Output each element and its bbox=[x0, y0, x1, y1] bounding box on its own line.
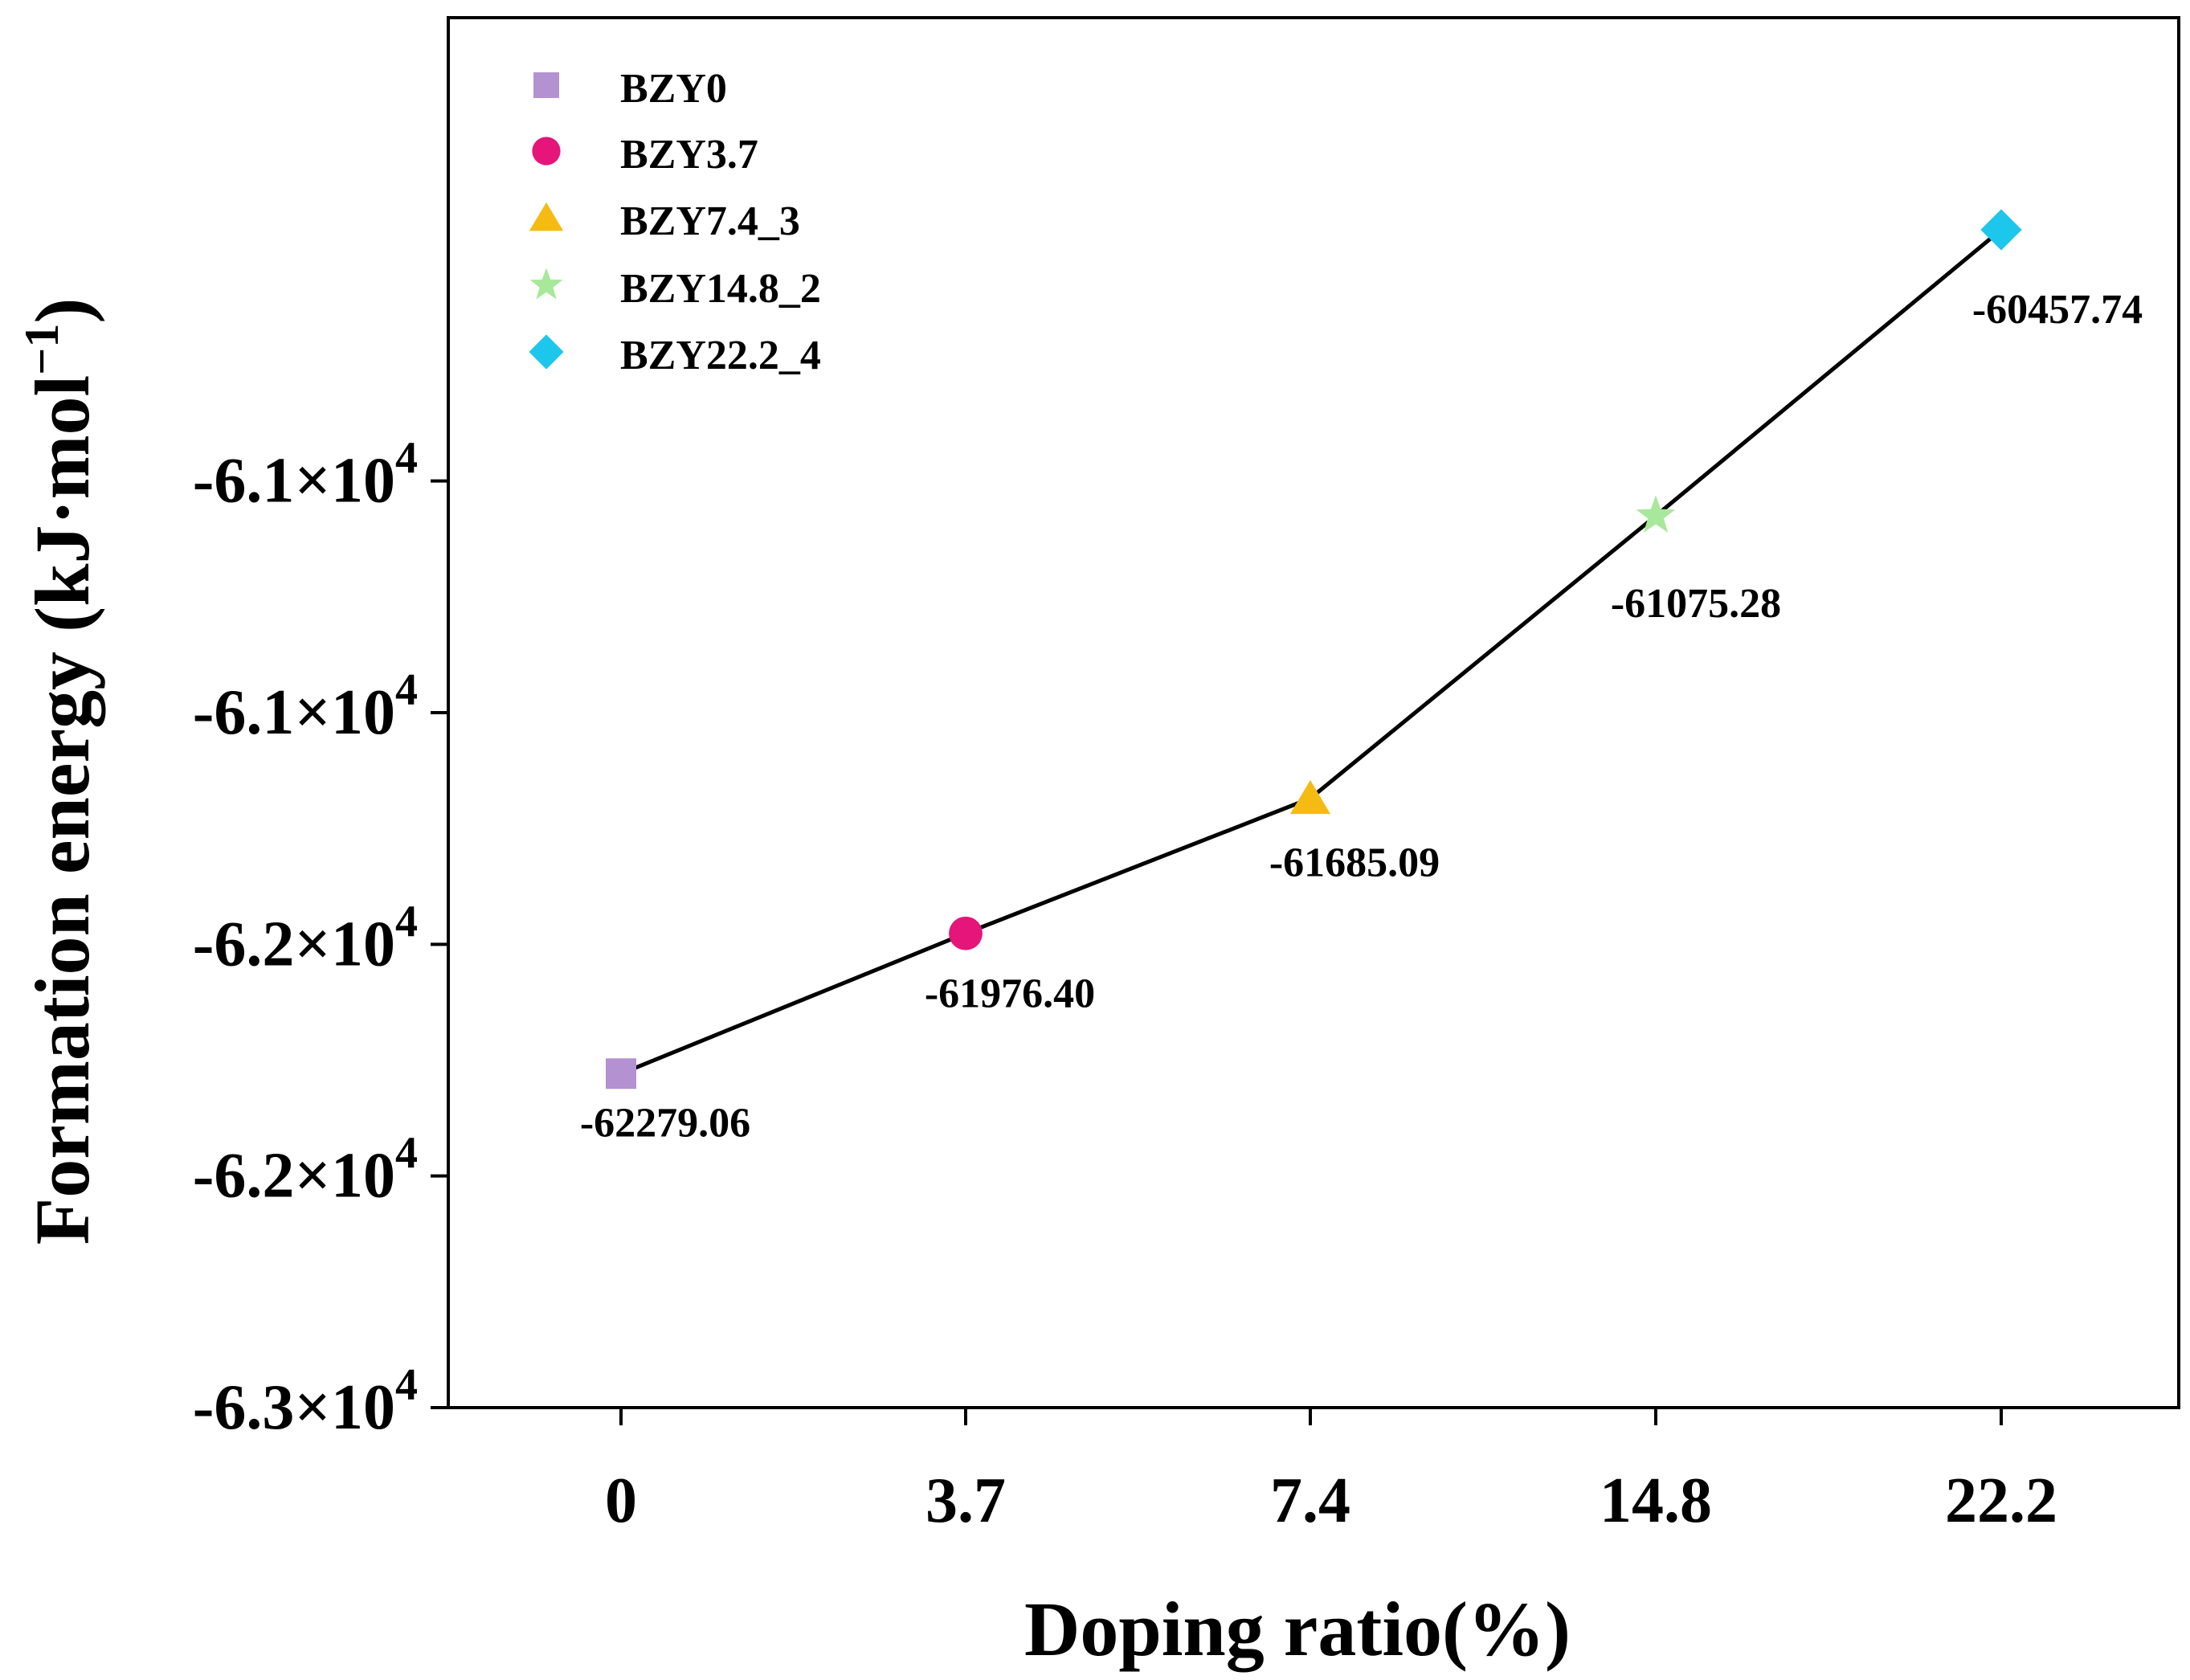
y-tick-times: × bbox=[294, 1372, 331, 1443]
legend-label: BZY0 bbox=[620, 66, 727, 112]
series: -62279.06 -61976.40 -61685.09 -61075.28 -604… bbox=[580, 209, 2143, 1146]
data-label: -61685.09 bbox=[1269, 840, 1440, 886]
y-tick-label: -6.2×104 bbox=[193, 897, 418, 979]
x-tick-label: 3.7 bbox=[925, 1465, 1006, 1536]
legend-label: BZY3.7 bbox=[620, 132, 758, 178]
legend-label: BZY7.4_3 bbox=[620, 198, 800, 244]
y-tick-base: 10 bbox=[331, 1141, 395, 1212]
legend-item: BZY7.4_3 bbox=[529, 198, 800, 244]
legend-marker-star bbox=[529, 268, 563, 300]
x-axis: 0 3.7 7.4 14.8 22.2 bbox=[605, 1408, 2057, 1536]
legend-label: BZY22.2_4 bbox=[620, 333, 821, 378]
y-tick-base: 10 bbox=[331, 909, 395, 979]
y-tick-times: × bbox=[294, 446, 331, 517]
legend-item: BZY3.7 bbox=[532, 132, 758, 178]
legend-item: BZY14.8_2 bbox=[529, 266, 821, 312]
axis-titles: Doping ratio(%) Formation energy (kJ·mol−… bbox=[15, 298, 1571, 1672]
legend-marker-diamond bbox=[529, 334, 564, 370]
y-tick-times: × bbox=[294, 677, 331, 748]
x-tick-label: 7.4 bbox=[1270, 1465, 1350, 1536]
y-tick-exponent: 4 bbox=[395, 1129, 418, 1179]
y-tick-mantissa: -6.2 bbox=[193, 909, 295, 979]
y-tick-mantissa: -6.1 bbox=[193, 677, 295, 748]
data-point-triangle bbox=[1289, 779, 1331, 815]
data-point-circle bbox=[949, 916, 983, 950]
legend-label: BZY14.8_2 bbox=[620, 266, 821, 312]
y-axis-title-superscript: −1 bbox=[15, 324, 68, 375]
data-point-star bbox=[1636, 495, 1676, 533]
data-label: -62279.06 bbox=[580, 1100, 750, 1146]
y-tick-label: -6.2×104 bbox=[193, 1129, 418, 1212]
y-tick-times: × bbox=[294, 909, 331, 979]
y-tick-mantissa: -6.3 bbox=[193, 1372, 295, 1443]
legend-item: BZY0 bbox=[533, 66, 727, 112]
y-tick-times: × bbox=[294, 1141, 331, 1212]
data-label: -61976.40 bbox=[925, 971, 1095, 1017]
data-point-square bbox=[606, 1058, 636, 1089]
y-tick-base: 10 bbox=[331, 446, 395, 517]
x-tick-label: 14.8 bbox=[1600, 1465, 1712, 1536]
x-tick-label: 22.2 bbox=[1945, 1465, 2057, 1536]
data-point-diamond bbox=[1980, 209, 2022, 251]
legend: BZY0 BZY3.7 BZY7.4_3 BZY14.8_2 BZY22.2_4 bbox=[529, 66, 821, 378]
y-axis-title-close: ) bbox=[19, 298, 105, 324]
y-axis-title-main: Formation energy (kJ·mol bbox=[19, 375, 105, 1245]
series-line bbox=[620, 228, 2003, 1076]
y-axis-title: Formation energy (kJ·mol−1) bbox=[15, 298, 105, 1245]
y-tick-base: 10 bbox=[331, 1372, 395, 1443]
y-tick-mantissa: -6.1 bbox=[193, 446, 295, 517]
x-tick-label: 0 bbox=[605, 1465, 637, 1536]
y-tick-exponent: 4 bbox=[395, 897, 418, 946]
y-tick-base: 10 bbox=[331, 677, 395, 748]
legend-marker-triangle bbox=[529, 202, 564, 231]
y-tick-label: -6.3×104 bbox=[193, 1360, 418, 1443]
y-axis: -6.3×104-6.2×104-6.2×104-6.1×104-6.1×104 bbox=[193, 434, 448, 1443]
y-tick-mantissa: -6.2 bbox=[193, 1141, 295, 1212]
legend-item: BZY22.2_4 bbox=[529, 333, 821, 378]
data-label: -60457.74 bbox=[1972, 287, 2143, 333]
y-tick-exponent: 4 bbox=[395, 434, 418, 484]
y-tick-exponent: 4 bbox=[395, 665, 418, 715]
legend-marker-square bbox=[533, 72, 559, 98]
x-axis-title: Doping ratio(%) bbox=[1024, 1586, 1571, 1672]
y-tick-label: -6.1×104 bbox=[193, 434, 418, 517]
data-label: -61075.28 bbox=[1611, 581, 1781, 627]
y-tick-exponent: 4 bbox=[395, 1360, 418, 1410]
legend-marker-circle bbox=[532, 137, 561, 166]
y-tick-label: -6.1×104 bbox=[193, 665, 418, 748]
